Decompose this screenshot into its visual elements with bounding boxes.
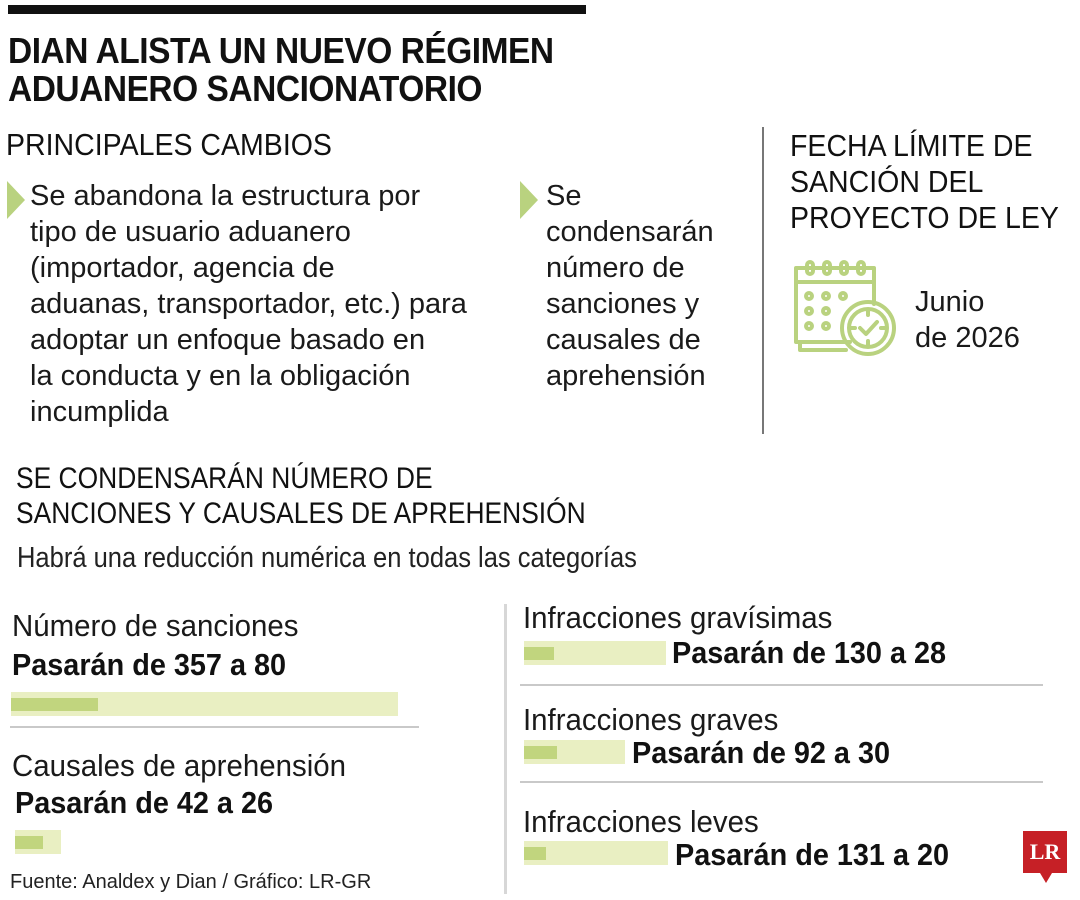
category-value: Pasarán de 42 a 26 xyxy=(15,785,274,820)
category-label: Causales de aprehensión xyxy=(12,748,347,783)
column-divider xyxy=(504,604,507,894)
fecha-date: Junio de 2026 xyxy=(915,286,1020,354)
lr-logo-tail xyxy=(1040,873,1052,883)
bullet-1-text: Se abandona la estructura por tipo de us… xyxy=(30,180,467,428)
bar-after-leves xyxy=(524,847,546,860)
calendar-clock-icon xyxy=(794,260,896,356)
category-label: Infracciones leves xyxy=(523,804,759,839)
divider xyxy=(520,781,1043,783)
bar-before-gravisimas xyxy=(524,641,666,665)
title-line-1: DIAN ALISTA UN NUEVO RÉGIMEN xyxy=(8,30,554,71)
category-label: Infracciones gravísimas xyxy=(523,600,833,635)
bar-before-causales xyxy=(15,830,61,854)
lr-logo: LR xyxy=(1023,831,1067,873)
column-divider xyxy=(762,127,764,434)
bar-after-graves xyxy=(524,746,557,759)
page-title: DIAN ALISTA UN NUEVO RÉGIMEN ADUANERO SA… xyxy=(8,32,554,108)
top-rule xyxy=(8,5,586,14)
source-note: Fuente: Analdex y Dian / Gráfico: LR-GR xyxy=(10,871,372,893)
category-value: Pasarán de 357 a 80 xyxy=(12,647,287,682)
category-label: Número de sanciones xyxy=(12,608,299,643)
bar-before-sanciones xyxy=(11,692,398,716)
bullet-triangle-icon xyxy=(520,181,538,219)
title-line-2: ADUANERO SANCIONATORIO xyxy=(8,68,483,109)
bar-before-leves xyxy=(524,841,668,865)
fecha-heading: FECHA LÍMITE DE SANCIÓN DEL PROYECTO DE … xyxy=(790,128,1059,235)
bullet-2-text: Se condensarán número de sanciones y cau… xyxy=(546,180,714,392)
category-value: Pasarán de 130 a 28 xyxy=(672,635,947,670)
divider xyxy=(10,726,419,728)
category-value: Pasarán de 131 a 20 xyxy=(675,837,950,872)
bar-after-causales xyxy=(15,836,43,849)
bar-after-sanciones xyxy=(11,698,98,711)
principales-heading: PRINCIPALES CAMBIOS xyxy=(6,127,332,162)
category-label: Infracciones graves xyxy=(523,702,779,737)
divider xyxy=(520,684,1043,686)
bullet-triangle-icon xyxy=(7,181,25,219)
bar-before-graves xyxy=(524,740,625,764)
category-value: Pasarán de 92 a 30 xyxy=(632,735,891,770)
section2-heading: SE CONDENSARÁN NÚMERO DE SANCIONES Y CAU… xyxy=(16,462,586,530)
section2-subtitle: Habrá una reducción numérica en todas la… xyxy=(17,542,637,574)
bar-after-gravisimas xyxy=(524,647,554,660)
